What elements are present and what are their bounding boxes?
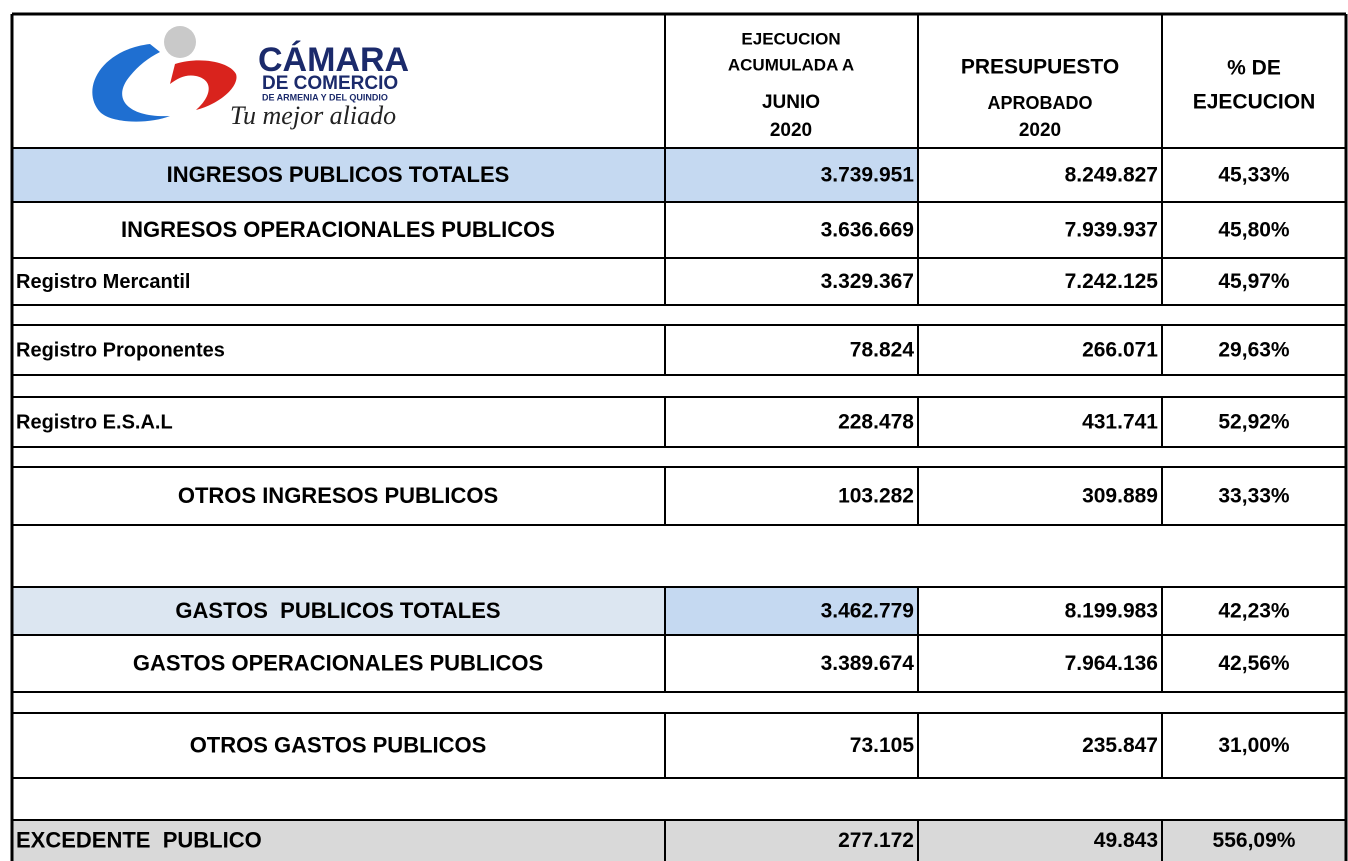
- cell-percent: 45,97%: [1218, 270, 1290, 293]
- logo-blue: [92, 44, 170, 122]
- cell-percent: 42,56%: [1218, 652, 1290, 675]
- logo-red: [170, 60, 237, 110]
- row-label: GASTOS PUBLICOS TOTALES: [175, 598, 500, 623]
- row-label: Registro Proponentes: [16, 339, 225, 361]
- logo-circle: [164, 26, 196, 58]
- logo-name: CÁMARA: [258, 41, 409, 79]
- cell-percent: 31,00%: [1218, 734, 1290, 757]
- cell-value: 3.462.779: [821, 600, 914, 623]
- header-label: EJECUCION: [1193, 91, 1316, 114]
- header-label: APROBADO: [987, 93, 1092, 113]
- cell-value: 277.172: [838, 829, 914, 852]
- header-label: 2020: [1019, 120, 1061, 141]
- cell-value: 3.389.674: [821, 652, 915, 675]
- cell-value: 235.847: [1082, 734, 1158, 757]
- cell-bg: [12, 587, 665, 635]
- cell-value: 7.964.136: [1065, 652, 1158, 675]
- header-label: PRESUPUESTO: [961, 56, 1119, 79]
- cell-value: 8.199.983: [1065, 600, 1158, 623]
- row-label: OTROS INGRESOS PUBLICOS: [178, 483, 498, 508]
- cell-value: 78.824: [850, 339, 915, 362]
- cell-percent: 33,33%: [1218, 485, 1290, 508]
- row-label: OTROS GASTOS PUBLICOS: [190, 732, 487, 757]
- row-label: GASTOS OPERACIONALES PUBLICOS: [133, 650, 543, 675]
- header-label: EJECUCION: [741, 29, 840, 48]
- cell-value: 7.939.937: [1065, 219, 1158, 242]
- cell-bg: [665, 587, 918, 635]
- logo-line: DE ARMENIA Y DEL QUINDIO: [262, 92, 388, 102]
- cell-value: 309.889: [1082, 485, 1158, 508]
- cell-value: 7.242.125: [1065, 270, 1159, 293]
- cell-value: 103.282: [838, 485, 914, 508]
- cell-value: 3.739.951: [821, 164, 915, 187]
- cell-bg: [918, 820, 1162, 861]
- cell-value: 73.105: [850, 734, 915, 757]
- cell-percent: 42,23%: [1218, 600, 1290, 623]
- header-label: % DE: [1227, 57, 1281, 80]
- cell-percent: 52,92%: [1218, 411, 1290, 434]
- cell-value: 49.843: [1094, 829, 1158, 852]
- cell-bg: [1162, 820, 1346, 861]
- cell-value: 266.071: [1082, 339, 1158, 362]
- cell-value: 8.249.827: [1065, 164, 1158, 187]
- cell-bg: [665, 820, 918, 861]
- header-label: ACUMULADA A: [728, 55, 854, 74]
- row-label: EXCEDENTE PUBLICO: [16, 827, 262, 852]
- cell-bg: [12, 820, 665, 861]
- row-label: Registro Mercantil: [16, 271, 190, 293]
- cell-percent: 45,80%: [1218, 219, 1290, 242]
- cell-bg: [12, 148, 665, 202]
- logo: CÁMARA DE COMERCIO DE ARMENIA Y DEL QUIN…: [92, 26, 409, 130]
- cell-value: 3.329.367: [821, 270, 914, 293]
- row-label: INGRESOS OPERACIONALES PUBLICOS: [121, 217, 555, 242]
- cell-value: 3.636.669: [821, 219, 914, 242]
- cell-percent: 556,09%: [1213, 829, 1296, 852]
- cell-value: 228.478: [838, 411, 914, 434]
- cell-percent: 29,63%: [1218, 339, 1290, 362]
- header-label: 2020: [770, 120, 812, 141]
- logo-slogan: Tu mejor aliado: [230, 101, 396, 130]
- cell-bg: [665, 148, 918, 202]
- logo-line: DE COMERCIO: [262, 73, 398, 94]
- cell-value: 431.741: [1082, 411, 1158, 434]
- header-label: JUNIO: [762, 92, 820, 113]
- row-label: Registro E.S.A.L: [16, 411, 173, 433]
- row-label: INGRESOS PUBLICOS TOTALES: [167, 162, 510, 187]
- cell-percent: 45,33%: [1218, 164, 1290, 187]
